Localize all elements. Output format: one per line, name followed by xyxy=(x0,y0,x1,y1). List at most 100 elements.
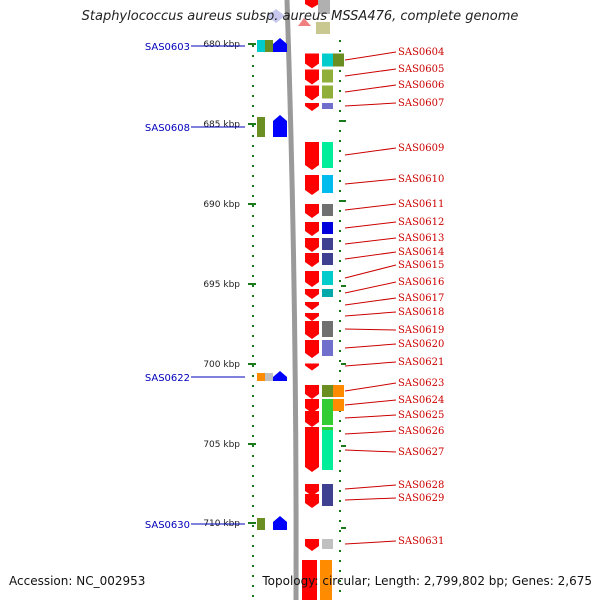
forward-strand-arrow-partial xyxy=(305,0,319,8)
left-track-dot xyxy=(252,165,254,167)
forward-strand-arrow xyxy=(305,204,319,218)
left-track-dot xyxy=(252,65,254,67)
ruler-label: 705 kbp xyxy=(203,440,240,450)
right-gene-leader xyxy=(344,399,397,406)
left-track-dot xyxy=(252,45,254,47)
right-track-dot xyxy=(339,320,341,322)
forward-strand-arrow xyxy=(305,484,319,496)
forward-strand-arrow xyxy=(305,222,319,236)
chromosome-strand xyxy=(267,0,299,601)
right-gene-label: SAS0615 xyxy=(398,260,444,271)
left-track-dot xyxy=(252,145,254,147)
left-track-dot xyxy=(252,115,254,117)
ruler-label: 680 kbp xyxy=(203,40,240,50)
forward-strand-arrow xyxy=(305,142,319,170)
right-track-dot xyxy=(339,520,341,522)
left-track-dot xyxy=(252,505,254,507)
right-track-dot xyxy=(339,280,341,282)
right-gene-leader xyxy=(344,251,397,260)
left-track-dot xyxy=(252,485,254,487)
left-track-dot xyxy=(252,515,254,517)
right-gene-domain xyxy=(322,399,333,411)
right-gene-domain xyxy=(322,411,333,425)
right-gene-leader xyxy=(344,449,397,453)
right-track-dot xyxy=(339,270,341,272)
right-track-dot xyxy=(339,550,341,552)
left-track-dot xyxy=(252,555,254,557)
right-gene-domain xyxy=(322,222,333,234)
right-gene-domain xyxy=(322,430,333,470)
right-gene-leader xyxy=(344,51,397,61)
left-track-dot xyxy=(252,55,254,57)
right-gene-domain-partial xyxy=(316,22,330,34)
right-track-dot xyxy=(339,580,341,582)
left-gene-domain xyxy=(257,40,265,52)
right-track-dot xyxy=(339,80,341,82)
reverse-strand-arrow xyxy=(273,115,287,137)
right-gene-leader xyxy=(344,497,397,501)
left-track-dot xyxy=(252,405,254,407)
ruler-tick xyxy=(248,43,256,45)
right-track-dot xyxy=(339,220,341,222)
forward-strand-arrow xyxy=(305,539,319,551)
forward-strand-arrow-partial xyxy=(302,560,317,600)
forward-strand-arrow xyxy=(305,399,319,413)
right-track-dot xyxy=(339,230,341,232)
right-gene-leader xyxy=(344,414,397,419)
right-gene-domain xyxy=(322,204,333,216)
left-track-dot xyxy=(252,595,254,597)
right-gene-domain xyxy=(322,253,333,265)
ruler-tick xyxy=(248,123,256,125)
left-gene-domain xyxy=(257,373,265,381)
left-track-dot xyxy=(252,475,254,477)
right-gene-domain xyxy=(322,289,333,297)
left-track-dot xyxy=(252,445,254,447)
left-track-dot xyxy=(252,245,254,247)
right-track-dot xyxy=(339,370,341,372)
right-gene-domain xyxy=(322,142,333,168)
forward-strand-arrow xyxy=(305,53,319,69)
right-track-dot xyxy=(339,170,341,172)
right-track-dot xyxy=(339,590,341,592)
forward-strand-arrow xyxy=(305,302,319,310)
right-track-dot xyxy=(339,260,341,262)
right-track-dot xyxy=(339,100,341,102)
right-track-dot xyxy=(339,450,341,452)
right-gene-leader xyxy=(344,430,397,435)
right-gene-label: SAS0609 xyxy=(398,143,444,154)
right-track-dot xyxy=(339,200,341,202)
right-gene-domain xyxy=(322,321,333,337)
left-track-dot xyxy=(252,185,254,187)
right-gene-leader xyxy=(344,382,397,392)
ruler-tick xyxy=(248,363,256,365)
right-gene-leader xyxy=(344,68,397,77)
right-gene-label: SAS0619 xyxy=(398,325,444,336)
left-gene-label: SAS0622 xyxy=(145,373,190,384)
left-track-dot xyxy=(252,415,254,417)
right-gene-label: SAS0606 xyxy=(398,80,444,91)
right-gene-domain xyxy=(322,385,333,397)
right-gene-label: SAS0626 xyxy=(398,426,444,437)
right-track-dot xyxy=(339,130,341,132)
left-track-dot xyxy=(252,295,254,297)
forward-strand-arrow xyxy=(305,69,319,85)
forward-strand-arrow xyxy=(305,271,319,287)
right-gene-domain-partial xyxy=(320,560,332,600)
right-gene-label: SAS0616 xyxy=(398,277,444,288)
ruler-tick xyxy=(248,443,256,445)
right-gene-leader xyxy=(344,540,397,545)
left-track-dot xyxy=(252,495,254,497)
reverse-strand-arrow xyxy=(273,516,287,530)
genome-title: Staphylococcus aureus subsp. aureus MSSA… xyxy=(81,9,519,24)
left-track-dot xyxy=(252,525,254,527)
left-track-dot xyxy=(252,195,254,197)
right-track-dot xyxy=(339,150,341,152)
right-track-tick xyxy=(341,285,346,287)
forward-strand-arrow xyxy=(305,103,319,111)
ruler-label: 695 kbp xyxy=(203,280,240,290)
right-gene-domain xyxy=(333,385,344,397)
right-gene-label: SAS0631 xyxy=(398,536,444,547)
left-track-dot xyxy=(252,75,254,77)
